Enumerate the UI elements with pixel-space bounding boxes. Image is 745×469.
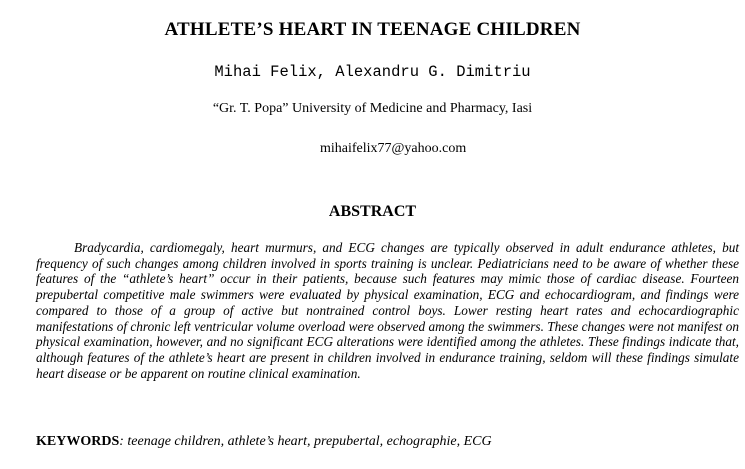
abstract-body: Bradycardia, cardiomegaly, heart murmurs…: [36, 240, 739, 381]
keywords-line: KEYWORDS: teenage children, athlete’s he…: [36, 434, 492, 450]
keywords-values: : teenage children, athlete’s heart, pre…: [119, 434, 492, 449]
affiliation: “Gr. T. Popa” University of Medicine and…: [212, 101, 533, 116]
author-email[interactable]: mihaifelix77@yahoo.com: [320, 141, 467, 156]
paper-title: ATHLETE’S HEART IN TEENAGE CHILDREN: [164, 19, 581, 40]
keywords-label: KEYWORDS: [36, 434, 120, 449]
author-list: Mihai Felix, Alexandru G. Dimitriu: [214, 63, 531, 81]
abstract-heading: ABSTRACT: [328, 203, 417, 220]
